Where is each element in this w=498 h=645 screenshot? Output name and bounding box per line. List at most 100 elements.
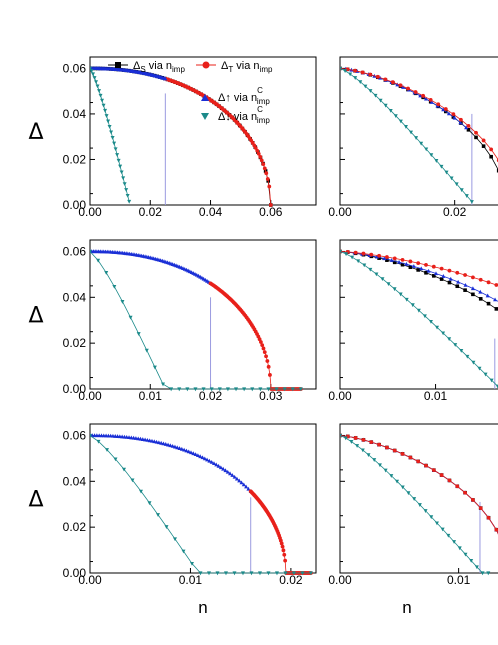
point-down bbox=[355, 444, 360, 448]
point-down bbox=[144, 348, 149, 353]
point-down bbox=[429, 515, 434, 520]
point-t bbox=[278, 538, 283, 543]
point-down bbox=[242, 387, 247, 392]
point-up bbox=[143, 437, 148, 442]
point-down bbox=[340, 66, 342, 71]
x-tick-label: 0.00 bbox=[328, 389, 352, 403]
point-down bbox=[412, 497, 417, 501]
plot-frame bbox=[339, 423, 498, 574]
point-down bbox=[240, 571, 245, 576]
point-down bbox=[477, 366, 482, 371]
y-tick-label: 0.00 bbox=[63, 198, 87, 212]
point-t bbox=[383, 77, 388, 82]
point-t bbox=[436, 102, 441, 107]
point-down bbox=[308, 571, 313, 576]
point-down bbox=[215, 571, 220, 576]
point-down bbox=[155, 513, 160, 517]
point-t bbox=[471, 275, 475, 280]
point-down bbox=[283, 571, 288, 576]
point-down bbox=[453, 343, 458, 347]
point-up bbox=[404, 261, 409, 266]
point-up bbox=[154, 439, 159, 444]
point-t bbox=[455, 270, 460, 275]
point-s bbox=[474, 135, 478, 140]
point-t bbox=[368, 72, 373, 77]
point-t bbox=[385, 445, 389, 450]
point-t bbox=[400, 451, 405, 456]
legend-entry-s: ΔS via nimp bbox=[108, 60, 185, 74]
point-down bbox=[122, 182, 127, 187]
point-down bbox=[274, 571, 279, 576]
x-tick-label: 0.00 bbox=[78, 573, 102, 587]
point-up bbox=[202, 456, 207, 461]
point-t bbox=[353, 436, 358, 440]
point-up bbox=[166, 442, 171, 447]
point-t bbox=[260, 343, 265, 348]
point-t bbox=[494, 527, 498, 532]
point-up bbox=[458, 120, 463, 125]
point-up bbox=[401, 85, 406, 89]
point-s bbox=[486, 301, 491, 306]
point-up bbox=[382, 256, 387, 261]
point-t bbox=[375, 74, 380, 79]
point-up bbox=[470, 286, 475, 291]
point-up bbox=[429, 100, 434, 104]
point-down bbox=[249, 571, 254, 576]
legend-label-t: ΔT via nimp bbox=[221, 60, 273, 74]
point-down bbox=[419, 141, 424, 146]
point-down bbox=[377, 463, 382, 468]
point-up bbox=[441, 107, 446, 112]
panel-bottom-right: 0.00 0.01 n bbox=[328, 423, 498, 617]
x-tick-label: 0.06 bbox=[259, 205, 283, 219]
point-up bbox=[168, 443, 173, 448]
point-up bbox=[209, 459, 214, 464]
point-down bbox=[291, 571, 296, 576]
series-line-down bbox=[340, 435, 489, 574]
point-t bbox=[361, 437, 366, 442]
point-t bbox=[486, 515, 491, 520]
point-t bbox=[463, 273, 467, 277]
point-up bbox=[246, 486, 251, 491]
point-t bbox=[439, 473, 444, 477]
point-down bbox=[113, 147, 118, 152]
point-t bbox=[265, 359, 270, 363]
point-down bbox=[471, 360, 476, 365]
point-s bbox=[447, 280, 452, 285]
point-down bbox=[489, 378, 494, 383]
point-up bbox=[456, 279, 461, 284]
point-down bbox=[386, 282, 391, 286]
point-down bbox=[464, 194, 469, 198]
point-up bbox=[214, 462, 219, 467]
legend-entry-t: ΔT via nimp bbox=[196, 60, 273, 74]
point-up bbox=[448, 276, 453, 281]
point-down bbox=[282, 387, 287, 392]
point-t bbox=[398, 83, 403, 88]
point-down bbox=[130, 478, 135, 483]
point-down bbox=[388, 108, 393, 113]
point-t bbox=[253, 146, 258, 150]
point-down bbox=[234, 387, 239, 392]
point-down bbox=[120, 300, 125, 304]
point-s bbox=[481, 144, 486, 148]
point-t bbox=[439, 266, 444, 271]
point-t bbox=[428, 98, 433, 102]
point-down bbox=[353, 76, 358, 80]
point-down bbox=[343, 69, 348, 73]
point-down bbox=[107, 124, 112, 129]
point-t bbox=[494, 283, 498, 287]
point-down bbox=[90, 69, 94, 73]
point-t bbox=[262, 350, 267, 355]
point-up bbox=[418, 93, 423, 98]
x-tick-label: 0.02 bbox=[139, 205, 163, 219]
point-down bbox=[362, 263, 367, 268]
point-down bbox=[457, 546, 462, 551]
point-down bbox=[128, 315, 133, 320]
point-down bbox=[429, 153, 434, 158]
point-t bbox=[447, 478, 452, 483]
y-tick-label: 0.06 bbox=[63, 428, 87, 442]
point-up bbox=[225, 469, 230, 474]
point-up bbox=[177, 446, 182, 450]
point-down bbox=[410, 303, 415, 308]
point-down bbox=[185, 387, 190, 392]
plot-area bbox=[340, 433, 498, 576]
